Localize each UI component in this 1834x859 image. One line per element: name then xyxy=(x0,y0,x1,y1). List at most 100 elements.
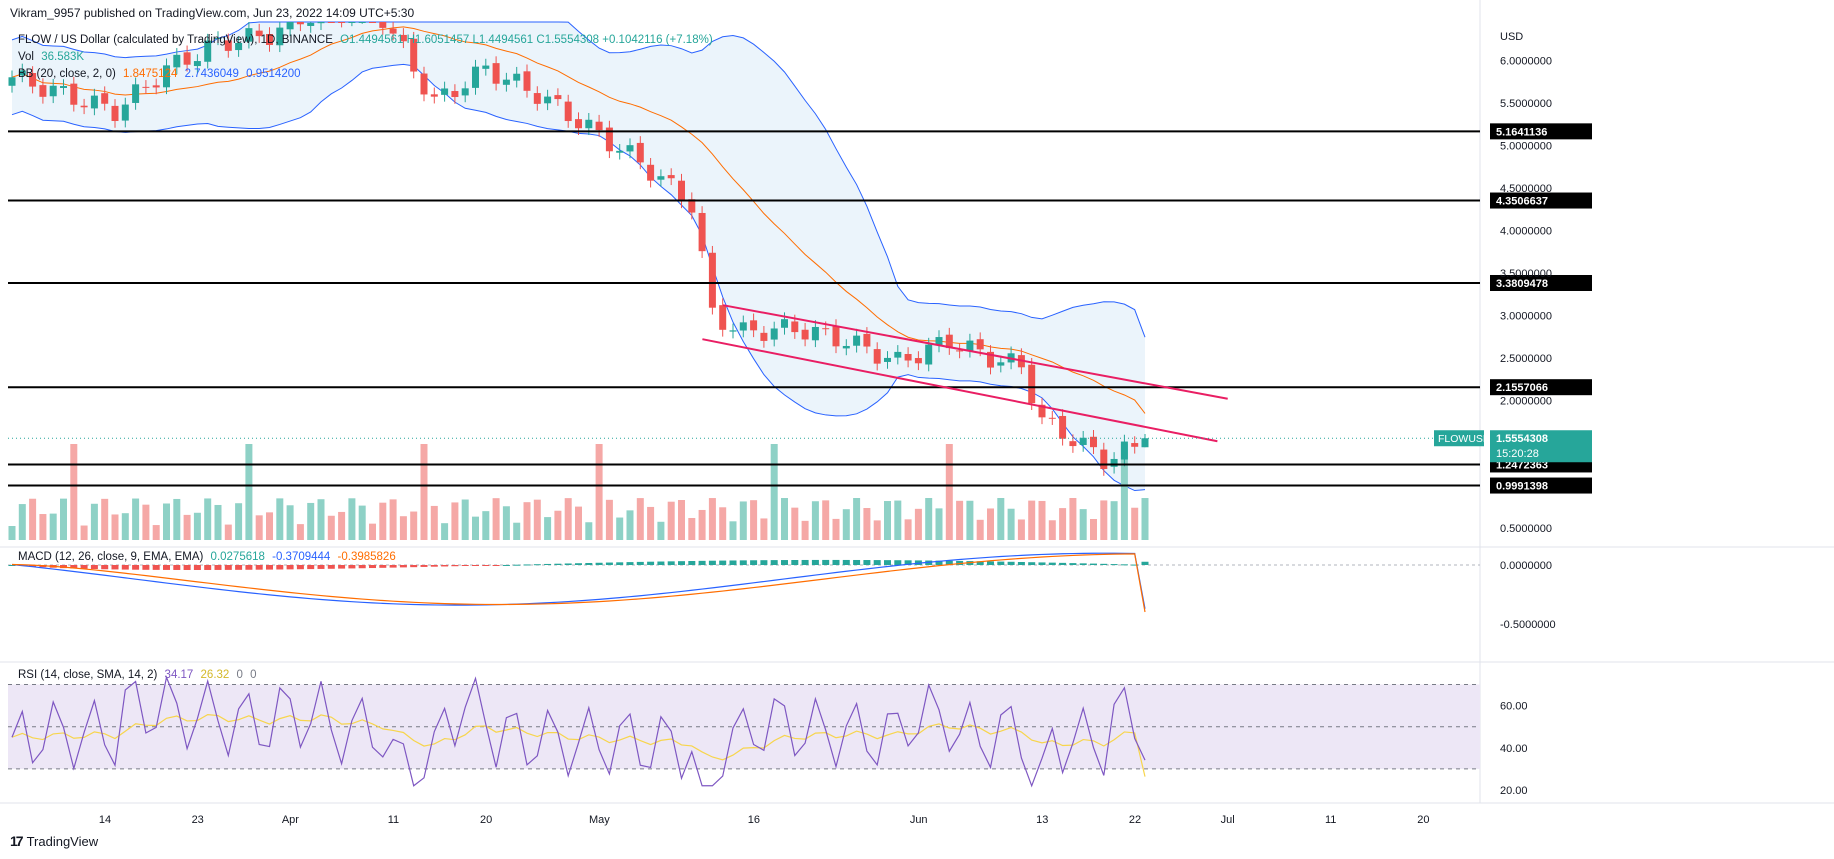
volume-bar xyxy=(389,499,397,540)
candle-body xyxy=(935,337,943,346)
volume-bar xyxy=(822,500,830,540)
candle-body xyxy=(945,334,953,349)
volume-label[interactable]: Vol xyxy=(18,51,34,63)
volume-bar xyxy=(781,498,788,540)
volume-bar xyxy=(276,498,284,540)
macd-histogram-bar xyxy=(750,560,758,565)
candle-body xyxy=(554,95,562,100)
candle-body xyxy=(904,353,912,361)
macd-histogram-bar xyxy=(399,565,407,568)
candle-body xyxy=(348,22,356,23)
macd-histogram-bar xyxy=(327,565,335,569)
candle-body xyxy=(997,362,1005,366)
macd-histogram-bar xyxy=(935,560,943,565)
candle-body xyxy=(399,34,407,42)
macd-histogram-bar xyxy=(193,565,201,570)
candle-body xyxy=(678,180,685,202)
candle-body xyxy=(791,321,799,333)
candle-body xyxy=(1100,449,1108,469)
price-tick-label: 2.0000000 xyxy=(1500,395,1552,407)
tradingview-logo[interactable]: 17 TradingView xyxy=(10,833,98,849)
volume-bar xyxy=(461,499,469,540)
macd-histogram-bar xyxy=(832,559,840,565)
macd-histogram-bar xyxy=(842,559,850,565)
macd-histogram-bar xyxy=(719,560,727,565)
macd-hist-value: 0.0275618 xyxy=(210,551,265,563)
macd-histogram-bar xyxy=(523,564,531,566)
candle-body xyxy=(60,86,67,88)
time-tick-label: 20 xyxy=(1417,814,1429,826)
macd-histogram-bar xyxy=(152,565,160,570)
volume-bar xyxy=(1069,498,1077,540)
candle-body xyxy=(1079,437,1087,445)
volume-bar xyxy=(18,504,26,540)
macd-histogram-bar xyxy=(585,562,593,565)
candle-body xyxy=(193,61,201,67)
candle-body xyxy=(647,164,655,181)
macd-histogram-bar xyxy=(101,565,109,570)
macd-histogram-bar xyxy=(1100,563,1108,565)
candle-body xyxy=(533,93,541,104)
volume-bar xyxy=(935,508,943,540)
volume-bar xyxy=(183,514,191,540)
volume-bar xyxy=(502,506,510,540)
candle-body xyxy=(39,85,47,97)
bb-label[interactable]: BB (20, close, 2, 0) xyxy=(18,68,116,80)
level-price-label: 4.3506637 xyxy=(1496,196,1548,208)
volume-bar xyxy=(245,444,253,540)
macd-histogram-bar xyxy=(410,565,418,568)
candle-body xyxy=(781,319,788,328)
macd-histogram-bar xyxy=(801,559,809,565)
macd-tick-label: -0.5000000 xyxy=(1500,619,1556,631)
volume-bar xyxy=(533,499,541,540)
candle-body xyxy=(1069,441,1077,447)
candle-body xyxy=(163,65,170,88)
volume-bar xyxy=(224,524,232,540)
rsi-tick-label: 60.00 xyxy=(1500,701,1528,713)
macd-histogram-bar xyxy=(678,561,685,565)
macd-histogram-bar xyxy=(307,565,315,570)
candle-body xyxy=(863,333,871,347)
volume-bar xyxy=(523,502,531,540)
volume-bar xyxy=(492,498,500,540)
volume-bar xyxy=(626,510,634,540)
currency-label: USD xyxy=(1500,31,1523,43)
candle-body xyxy=(605,127,613,152)
candle-body xyxy=(255,30,263,37)
volume-bar xyxy=(60,498,67,540)
macd-histogram-bar xyxy=(667,561,675,565)
macd-histogram-bar xyxy=(708,560,716,565)
macd-tick-label: 0.0000000 xyxy=(1500,560,1552,572)
candle-body xyxy=(430,94,438,97)
candle-body xyxy=(667,175,675,179)
candle-body xyxy=(1028,364,1036,404)
macd-histogram-bar xyxy=(482,565,490,566)
volume-bar xyxy=(1120,444,1128,540)
volume-bar xyxy=(688,517,696,540)
macd-label[interactable]: MACD (12, 26, close, 9, EMA, EMA) xyxy=(18,551,204,563)
rsi-label[interactable]: RSI (14, close, SMA, 14, 2) xyxy=(18,669,158,681)
macd-legend: MACD (12, 26, close, 9, EMA, EMA) 0.0275… xyxy=(18,551,400,563)
macd-histogram-bar xyxy=(616,562,624,565)
macd-histogram-bar xyxy=(873,560,881,565)
candle-body xyxy=(739,322,747,331)
volume-bar xyxy=(317,499,325,540)
candle-body xyxy=(1141,438,1149,448)
macd-signal-value: -0.3985826 xyxy=(337,551,396,563)
candle-body xyxy=(111,105,119,122)
macd-histogram-bar xyxy=(1141,561,1149,565)
macd-histogram-bar xyxy=(1079,563,1087,565)
candle-body xyxy=(1048,417,1056,419)
current-price-tag xyxy=(1490,430,1592,463)
candle-body xyxy=(832,325,840,347)
volume-bar xyxy=(173,498,181,540)
candle-body xyxy=(894,351,902,358)
macd-histogram-bar xyxy=(163,565,170,570)
symbol-title[interactable]: FLOW / US Dollar (calculated by TradingV… xyxy=(18,34,333,46)
macd-histogram-bar xyxy=(564,563,572,565)
macd-histogram-bar xyxy=(369,565,376,569)
candle-body xyxy=(379,22,387,28)
candle-body xyxy=(276,27,284,46)
candle-body xyxy=(987,351,994,368)
